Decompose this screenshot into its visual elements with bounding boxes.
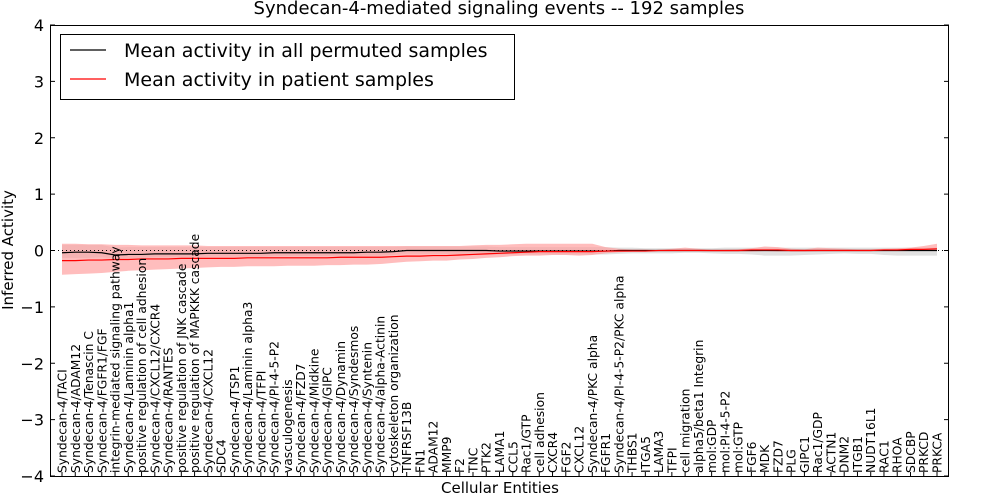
legend-box <box>60 34 515 100</box>
y-tick-label: 4 <box>34 16 44 35</box>
line-mean-activity-in-patient-samples <box>62 248 938 262</box>
x-tick-label: positive regulation of MAPKKK cascade <box>188 234 202 473</box>
x-tick-label: Syndecan-4/Syndesmos <box>347 326 361 473</box>
x-tick-label: PRKCD <box>917 432 931 473</box>
x-tick-label: FN1 <box>413 449 427 473</box>
x-tick-label: FZD7 <box>771 440 785 473</box>
x-tick-label: Syndecan-4/FZD7 <box>294 363 308 473</box>
y-tick-label: 0 <box>34 242 44 261</box>
x-tick-label: Syndecan-4/RANTES <box>162 347 176 473</box>
x-tick-label: ACTN1 <box>824 432 838 473</box>
x-tick-label: Syndecan-4/Dynamin <box>334 341 348 473</box>
x-tick-label: TNC <box>466 448 480 474</box>
y-tick-label: −1 <box>20 298 44 317</box>
y-tick-label: 1 <box>34 185 44 204</box>
x-tick-label: mol:GTP <box>732 422 746 473</box>
x-tick-label: SDCBP <box>904 431 918 473</box>
x-tick-label: mol:PI-4-5-P2 <box>718 391 732 473</box>
chart-title: Syndecan-4-mediated signaling events -- … <box>254 0 745 19</box>
x-tick-label: THBS1 <box>626 432 640 474</box>
x-tick-label: TNFRSF13B <box>400 402 414 474</box>
x-tick-label: F2 <box>453 458 467 473</box>
x-tick-label: DNM2 <box>838 436 852 473</box>
x-tick-label: cytoskeleton organization <box>387 314 401 473</box>
x-tick-label: Syndecan-4/PI-4-5-P2/PKC alpha <box>612 275 626 473</box>
x-tick-label: FGFR1 <box>599 433 613 473</box>
legend-label-patient: Mean activity in patient samples <box>124 69 434 91</box>
x-tick-label: GIPC1 <box>798 436 812 473</box>
y-tick-label: −2 <box>20 354 44 373</box>
x-axis-label: Cellular Entities <box>441 479 559 497</box>
x-tick-label: CCL5 <box>506 441 520 473</box>
x-tick-label: cell adhesion <box>533 392 547 473</box>
x-tick-label: Syndecan-4/alpha-Actinin <box>374 316 388 473</box>
x-tick-label: Syndecan-4/Laminin alpha3 <box>241 302 255 473</box>
x-tick-label: PRKCA <box>931 432 945 473</box>
x-tick-label: RHOA <box>891 437 905 473</box>
x-tick-label: Syndecan-4/TACI <box>56 369 70 473</box>
x-tick-label: TFPI <box>665 447 679 474</box>
y-tick-label: −3 <box>20 411 44 430</box>
x-tick-label: Syndecan-4/Midkine <box>307 349 321 473</box>
x-tick-label: FGF2 <box>559 442 573 474</box>
x-tick-label: integrin-mediated signaling pathway <box>109 246 123 473</box>
y-tick-label: 2 <box>34 129 44 148</box>
x-tick-label: Syndecan-4/Laminin alpha1 <box>122 302 136 473</box>
x-tick-label: Rac1/GDP <box>811 412 825 473</box>
x-tick-label: SDC4 <box>215 439 229 473</box>
x-tick-label: cell migration <box>679 389 693 473</box>
plot-frame <box>50 25 949 477</box>
x-tick-label: CXCL12 <box>573 426 587 473</box>
series-lines <box>61 248 938 262</box>
x-tick-label: Syndecan-4/CXCL12/CXCR4 <box>148 304 162 473</box>
x-tick-label: ITGB1 <box>851 436 865 473</box>
x-tick-label: vasculogenesis <box>281 379 295 473</box>
x-tick-label: Rac1/GTP <box>520 414 534 473</box>
x-tick-label: Syndecan-4/CXCL12 <box>201 349 215 473</box>
x-tick-label: mol:GDP <box>705 420 719 473</box>
x-tick-label: Syndecan-4/PI-4-5-P2 <box>268 341 282 473</box>
x-tick-label: positive regulation of cell adhesion <box>135 258 149 473</box>
x-tick-label: PLG <box>785 449 799 473</box>
x-tick-label: Syndecan-4/TFPI <box>254 371 268 473</box>
x-tick-label: alpha5/beta1 Integrin <box>692 340 706 473</box>
x-tick-label: Syndecan-4/FGFR1/FGF <box>95 328 109 473</box>
x-tick-label: Syndecan-4/ADAM12 <box>69 344 83 473</box>
legend-label-permuted: Mean activity in all permuted samples <box>124 40 487 62</box>
x-tick-label: ADAM12 <box>427 421 441 473</box>
x-tick-label: Syndecan-4/Syntenin <box>360 342 374 473</box>
x-tick-label: CXCR4 <box>546 432 560 473</box>
x-tick-label: Syndecan-4/GIPC <box>321 367 335 473</box>
x-tick-label: PTK2 <box>480 442 494 473</box>
x-tick-label: MDK <box>758 444 772 473</box>
x-tick-label: Syndecan-4/Tenascin C <box>82 331 96 473</box>
x-tick-label: MMP9 <box>440 437 454 473</box>
x-tick-label: NUDT16L1 <box>864 407 878 473</box>
x-tick-label: Syndecan-4/PKC alpha <box>586 335 600 473</box>
band-mean-activity-in-patient-samples <box>62 243 937 275</box>
y-tick-label: −4 <box>20 467 44 486</box>
x-tick-label: RAC1 <box>877 440 891 473</box>
x-tick-label: positive regulation of JNK cascade <box>175 264 189 473</box>
y-axis-label: Inferred Activity <box>0 190 17 310</box>
legend: Mean activity in all permuted samples Me… <box>60 34 515 100</box>
y-tick-label: 3 <box>34 72 44 91</box>
category-labels: Syndecan-4/TACI Syndecan-4/ADAM12 Syndecan… <box>56 234 945 476</box>
x-tick-label: Syndecan-4/TSP1 <box>228 366 242 473</box>
x-tick-label: LAMA3 <box>652 431 666 473</box>
x-tick-label: FGF6 <box>745 441 759 473</box>
x-tick-label: LAMA1 <box>493 431 507 473</box>
x-tick-label: ITGA5 <box>639 436 653 473</box>
